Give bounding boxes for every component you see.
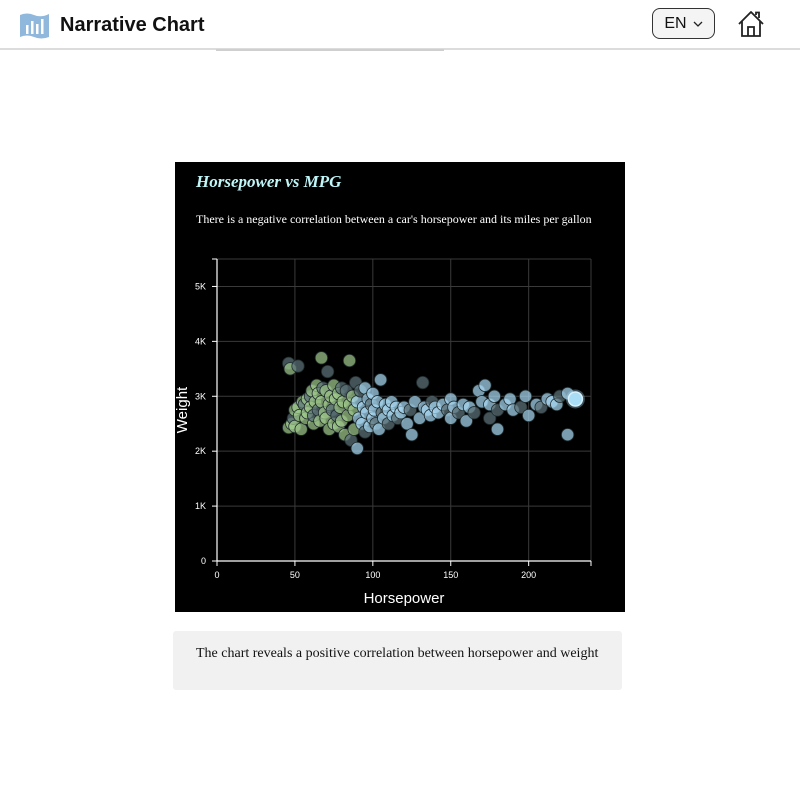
app-title: Narrative Chart — [60, 14, 205, 36]
scatter-chart: 0 50 100 150 200 0 1K 2K 3K 4K 5K Horsepower Weight — [175, 258, 592, 607]
chart-card: 0 50 100 150 200 0 1K 2K 3K 4K 5K Horsepower Weight … — [175, 162, 625, 612]
data-point — [487, 389, 501, 403]
data-point — [400, 417, 414, 431]
highlight-point — [567, 391, 584, 407]
x-axis-label: Horsepower — [364, 590, 445, 607]
data-point — [291, 359, 305, 373]
x-tick-label: 200 — [521, 570, 536, 580]
data-point — [321, 364, 335, 379]
caption-text: The chart reveals a positive correlation… — [196, 646, 599, 661]
y-tick-label: 4K — [195, 336, 206, 346]
data-point — [350, 441, 364, 456]
x-tick-label: 0 — [214, 570, 219, 580]
data-point — [374, 373, 388, 387]
data-point — [503, 392, 517, 406]
data-point — [314, 351, 329, 365]
data-point — [467, 406, 481, 420]
chevron-down-icon — [693, 21, 703, 27]
data-point — [518, 389, 533, 403]
data-point — [416, 375, 430, 390]
y-axis-label: Weight — [175, 386, 191, 433]
data-point — [478, 378, 492, 392]
y-tick-label: 1K — [195, 501, 206, 511]
x-tick-label: 50 — [290, 570, 300, 580]
language-label: EN — [664, 14, 687, 32]
chart-title: Horsepower vs MPG — [196, 172, 342, 191]
top-bar-shadow — [216, 49, 444, 51]
data-point — [294, 422, 308, 436]
top-bar: Narrative Chart EN — [0, 0, 800, 50]
data-point — [405, 428, 419, 442]
y-tick-label: 0 — [201, 556, 206, 566]
narrative-caption: The chart reveals a positive correlation… — [173, 631, 622, 690]
y-tick-label: 5K — [195, 281, 206, 291]
y-tick-label: 3K — [195, 391, 206, 401]
language-selector[interactable]: EN — [652, 8, 715, 39]
x-tick-label: 150 — [443, 570, 458, 580]
y-tick-label: 2K — [195, 446, 206, 456]
data-point — [514, 400, 528, 414]
data-point — [459, 414, 473, 428]
data-point — [561, 428, 575, 442]
home-icon[interactable] — [736, 9, 766, 39]
data-point — [483, 411, 497, 425]
data-point — [342, 353, 357, 368]
chart-subtitle: There is a negative correlation between … — [196, 212, 592, 226]
x-tick-label: 100 — [365, 570, 380, 580]
data-point — [490, 422, 505, 436]
data-point — [522, 408, 536, 423]
bar-chart-logo-icon — [20, 13, 49, 39]
